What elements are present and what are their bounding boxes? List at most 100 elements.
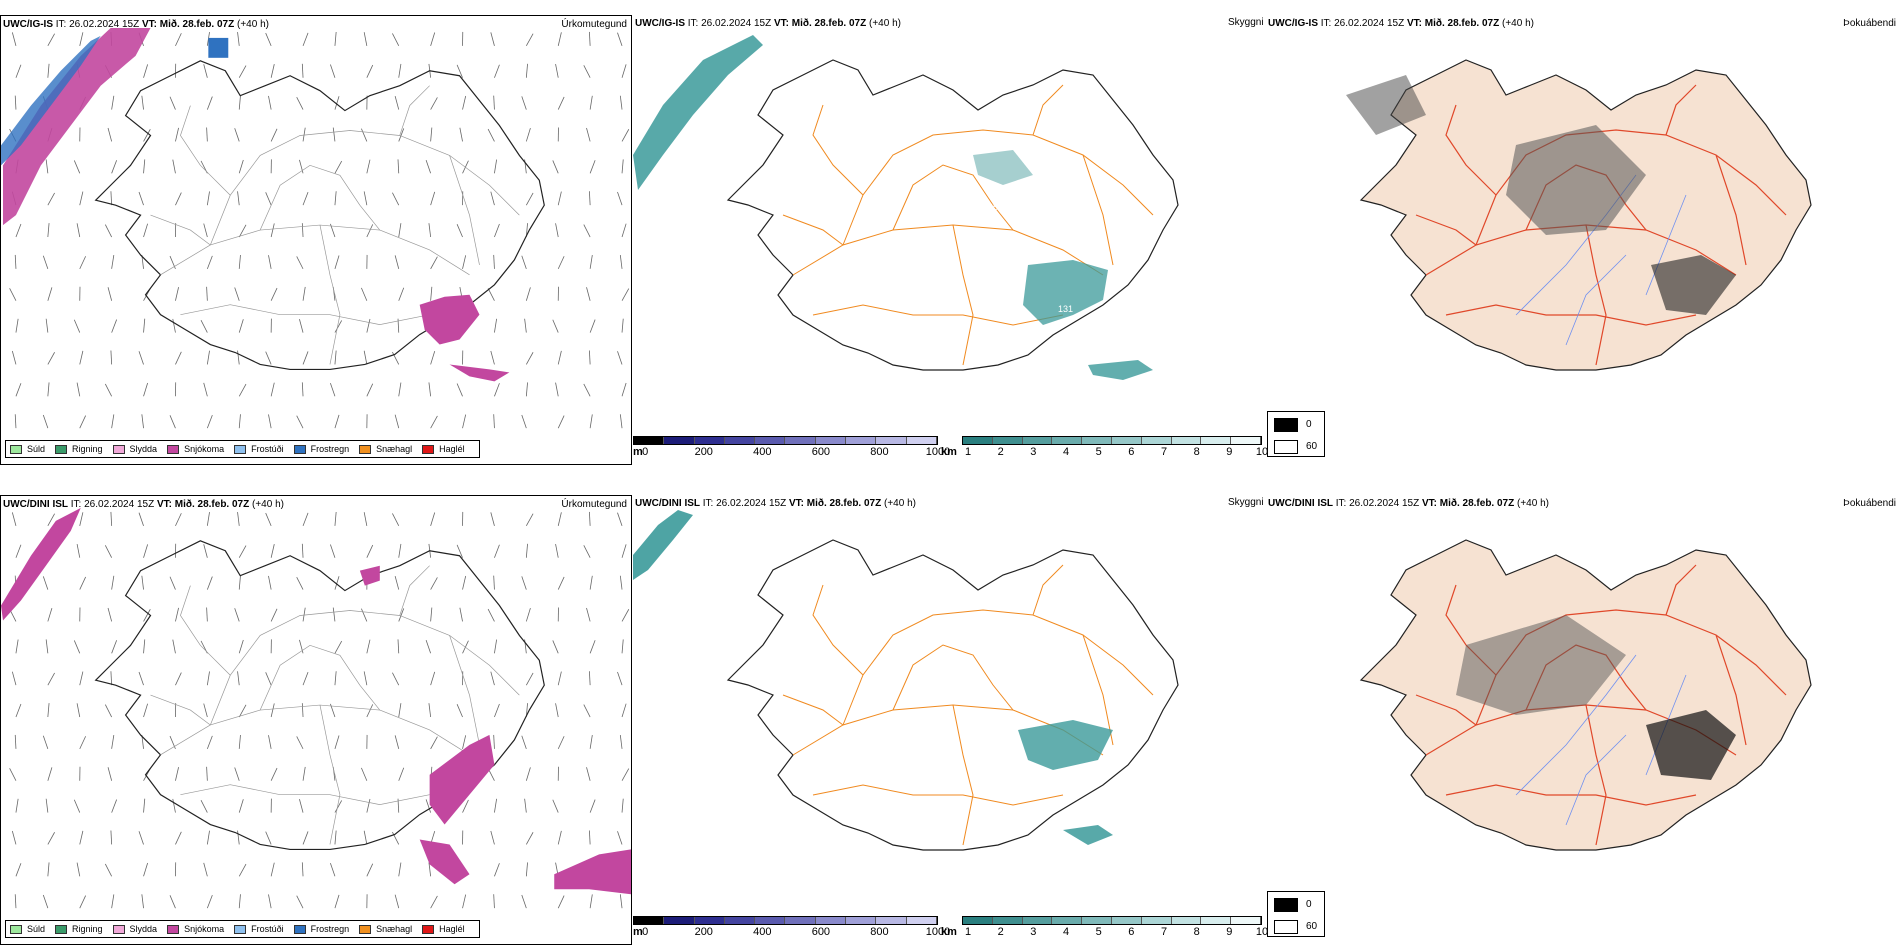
wind-barb <box>619 95 623 110</box>
lead-time: (+40 h) <box>869 18 901 29</box>
panel-header: UWC/IG-IS IT: 26.02.2024 15Z VT: Mið. 28… <box>1268 18 1896 32</box>
road-line <box>782 694 844 726</box>
wind-barb <box>73 319 81 333</box>
colorbar-swatch <box>963 437 993 444</box>
wind-barb <box>9 768 17 781</box>
wind-barb <box>525 832 534 845</box>
wind-barb <box>206 830 210 845</box>
wind-barb <box>430 191 436 206</box>
wind-barb <box>301 543 304 558</box>
wind-barb <box>268 575 272 590</box>
wind-barb <box>79 671 84 686</box>
road-line <box>812 584 864 676</box>
colorbar-swatch <box>876 437 907 444</box>
legend-label: Frostregn <box>310 444 350 454</box>
fog-legend-swatch <box>1274 897 1298 912</box>
road-line <box>180 105 231 196</box>
wind-barb <box>494 798 498 813</box>
precip-type-panel-igis: UWC/IG-IS IT: 26.02.2024 15Z VT: Mið. 28… <box>0 15 632 465</box>
wind-barb <box>47 33 55 47</box>
map-label: 214 <box>743 82 758 92</box>
colorbar-swatch <box>1052 917 1083 924</box>
precip-type-legend: Súld Rigning Slydda Snjókoma Frostúði Frostre… <box>5 920 480 938</box>
vt-label: VT: <box>1421 498 1437 509</box>
wind-barb <box>366 64 374 78</box>
ceiling-unit: m <box>633 446 643 458</box>
wind-barb <box>47 832 55 845</box>
wind-barb <box>557 830 562 845</box>
wind-barb <box>143 64 149 78</box>
wind-barb <box>238 95 241 110</box>
map-label: 200 <box>1043 697 1058 707</box>
wind-barb <box>172 639 176 654</box>
road-line <box>449 155 480 265</box>
map-label: 131 <box>1058 304 1073 314</box>
wind-barb <box>589 319 596 333</box>
vt-value: Mið. 28.feb. 07Z <box>1439 498 1515 509</box>
wind-barb <box>265 672 272 686</box>
wind-barb <box>521 414 527 429</box>
wind-barb <box>76 223 81 238</box>
wind-barb <box>111 255 115 269</box>
wind-barb <box>234 287 240 301</box>
vt-value: Mið. 28.feb. 07Z <box>174 499 250 510</box>
wind-barb <box>332 607 336 622</box>
wind-barb <box>621 64 627 78</box>
colorbar-swatch <box>634 437 665 444</box>
wind-barb <box>332 127 336 142</box>
wind-barb <box>238 704 247 718</box>
wind-barb <box>238 224 247 238</box>
wind-barb <box>143 223 149 238</box>
road-network <box>150 85 520 365</box>
river-line <box>1565 734 1627 826</box>
road-line <box>449 635 480 745</box>
fog-legend-swatch <box>1274 439 1298 454</box>
wind-barb <box>111 735 115 749</box>
wind-barb <box>363 830 368 845</box>
wind-barb <box>494 318 498 333</box>
wind-barb <box>11 830 17 845</box>
wind-barb <box>490 830 495 845</box>
iceland-coastline <box>726 539 1179 851</box>
wind-barb <box>47 672 55 686</box>
colorbar-tick: 400 <box>753 446 772 458</box>
wind-barb <box>104 383 113 397</box>
ceiling-unit: m <box>633 926 643 938</box>
wind-barb <box>302 831 309 845</box>
wind-barb <box>79 576 87 590</box>
wind-barb <box>169 415 176 429</box>
wind-barb <box>172 318 176 333</box>
wind-barb <box>270 382 275 397</box>
legend-swatch <box>422 924 435 934</box>
iceland-coastline <box>94 540 545 851</box>
colorbar-swatch <box>1111 917 1142 924</box>
legend-swatch <box>10 924 22 934</box>
wind-barb <box>619 575 623 590</box>
road-line <box>952 704 974 846</box>
wind-barb <box>265 192 272 206</box>
wind-barb <box>392 33 400 47</box>
wind-barb <box>586 287 591 301</box>
wind-barb <box>490 671 495 686</box>
it-value: 26.02.2024 15Z <box>1334 18 1405 29</box>
wind-barb <box>557 256 565 270</box>
wind-barb <box>494 159 498 174</box>
fog-legend-label: 60 <box>1306 921 1318 932</box>
wind-barb <box>589 350 591 365</box>
panel-header: UWC/DINI ISL IT: 26.02.2024 15Z VT: Mið.… <box>1268 498 1896 512</box>
freezing-rain-area-nw <box>1 35 101 166</box>
colorbar-swatch <box>815 917 847 924</box>
wind-barb <box>234 608 240 622</box>
wind-barb <box>143 318 146 333</box>
wind-barb <box>175 192 182 206</box>
wind-barb <box>73 640 81 654</box>
road-line <box>1475 129 1787 246</box>
legend-label: Súld <box>27 924 46 934</box>
legend-item: Frostregn <box>293 924 349 934</box>
wind-barb <box>302 766 306 781</box>
fog-panel-dini: UWC/DINI ISL IT: 26.02.2024 15Z VT: Mið.… <box>1266 495 1900 945</box>
colorbar-swatch <box>724 437 756 444</box>
wind-barb <box>361 608 368 622</box>
wind-barb <box>621 129 630 142</box>
wind-barb <box>430 895 438 909</box>
